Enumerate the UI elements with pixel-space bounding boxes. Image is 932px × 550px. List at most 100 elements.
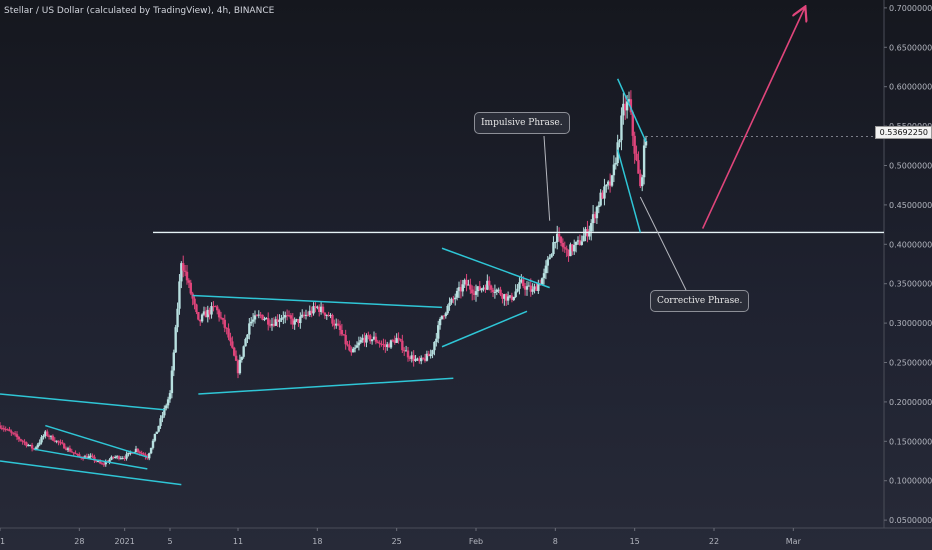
- candle-body: [95, 460, 98, 462]
- candle-body: [21, 440, 24, 442]
- candle-body: [384, 344, 387, 348]
- candle-body: [229, 337, 232, 342]
- candle-body: [410, 355, 413, 359]
- x-tick-label: 8: [553, 537, 558, 546]
- candle-body: [34, 447, 38, 450]
- candle-body: [418, 358, 421, 362]
- candle-body: [642, 145, 646, 178]
- candle-body: [336, 323, 340, 326]
- candle-body: [46, 431, 49, 436]
- candle-body: [386, 344, 389, 348]
- candle-body: [10, 431, 13, 433]
- candle-body: [590, 223, 593, 232]
- candle-body: [397, 337, 400, 340]
- candle-body: [442, 315, 446, 317]
- candle-body: [47, 435, 51, 437]
- candle-body: [174, 327, 177, 353]
- candle-body: [378, 342, 381, 344]
- candle-body: [325, 314, 328, 316]
- candle-body: [510, 295, 514, 300]
- candle-body: [508, 295, 512, 297]
- candle-body: [57, 440, 60, 443]
- candle-body: [629, 99, 633, 113]
- candle-body: [329, 314, 332, 317]
- candle-body: [506, 296, 510, 301]
- candle-body: [287, 315, 291, 317]
- candle-body: [66, 448, 70, 450]
- candle-body: [8, 429, 11, 432]
- projection-arrow: [701, 8, 805, 229]
- candle-body: [497, 289, 500, 291]
- candle-body: [480, 288, 483, 291]
- candle-body: [505, 294, 508, 301]
- candle-body: [231, 341, 234, 348]
- candle-body: [488, 280, 491, 286]
- candle-body: [605, 184, 608, 187]
- callout-pointer: [639, 196, 687, 291]
- candle-body: [444, 313, 447, 317]
- candle-body: [435, 338, 438, 342]
- candle-body: [597, 205, 600, 208]
- candle-body: [55, 440, 58, 442]
- candle-body: [284, 315, 287, 318]
- candle-body: [420, 357, 423, 362]
- candle-body: [331, 314, 334, 324]
- candle-body: [59, 442, 62, 444]
- trendline: [33, 448, 148, 470]
- candle-body: [639, 173, 642, 187]
- candle-body: [2, 428, 5, 430]
- candle-body: [548, 257, 551, 260]
- candle-body: [323, 312, 327, 316]
- candle-body: [185, 271, 189, 281]
- candle-body: [531, 289, 534, 292]
- candle-body: [42, 435, 45, 438]
- candle-body: [40, 437, 43, 443]
- x-tick-label: 22: [709, 537, 719, 546]
- candle-body: [550, 254, 553, 258]
- candle-body: [612, 164, 616, 176]
- chart-title: Stellar / US Dollar (calculated by Tradi…: [4, 6, 275, 16]
- candle-body: [463, 279, 466, 285]
- candle-body: [70, 451, 73, 453]
- candle-body: [486, 280, 489, 290]
- candle-body: [115, 456, 119, 458]
- candle-body: [202, 311, 206, 315]
- candle-body: [374, 336, 378, 342]
- candle-body: [195, 304, 198, 312]
- candle-body: [542, 273, 546, 279]
- candle-body: [425, 353, 429, 361]
- candle-body: [301, 314, 304, 317]
- candle-body: [276, 319, 279, 322]
- candle-body: [316, 306, 319, 308]
- candle-body: [76, 453, 79, 455]
- candle-body: [607, 181, 610, 185]
- x-tick-label: 28: [74, 537, 84, 546]
- candle-body: [423, 358, 427, 361]
- candle-body: [236, 360, 240, 374]
- candle-body: [557, 233, 561, 237]
- candle-body: [440, 315, 444, 319]
- candle-body: [516, 288, 519, 292]
- candle-body: [306, 314, 310, 316]
- candle-body: [514, 291, 517, 297]
- trendline: [616, 78, 647, 143]
- candle-body: [93, 456, 96, 461]
- candle-body: [163, 408, 166, 416]
- candle-body: [571, 244, 574, 252]
- candle-body: [319, 306, 323, 313]
- candle-body: [389, 340, 393, 348]
- candle-body: [23, 441, 26, 443]
- candle-body: [212, 305, 215, 307]
- candle-body: [569, 244, 572, 257]
- candle-body: [499, 289, 502, 295]
- candle-body: [176, 308, 179, 328]
- candle-body: [355, 345, 359, 348]
- candle-body: [573, 245, 576, 252]
- candle-body: [155, 431, 158, 434]
- candle-body: [561, 242, 565, 248]
